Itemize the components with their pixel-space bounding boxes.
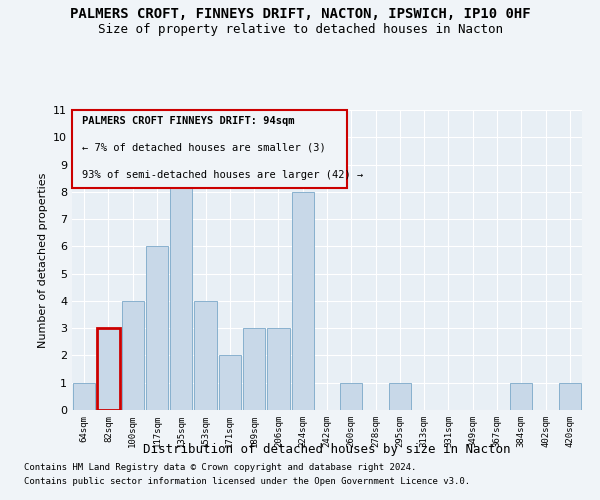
Bar [194, 301, 217, 410]
Bar [559, 382, 581, 410]
Bar [292, 192, 314, 410]
Text: Contains public sector information licensed under the Open Government Licence v3: Contains public sector information licen… [24, 477, 470, 486]
Bar [170, 164, 193, 410]
Bar [389, 382, 411, 410]
Bar [243, 328, 265, 410]
Bar [267, 328, 290, 410]
Text: Distribution of detached houses by size in Nacton: Distribution of detached houses by size … [143, 442, 511, 456]
Text: ← 7% of detached houses are smaller (3): ← 7% of detached houses are smaller (3) [82, 143, 326, 153]
Bar [146, 246, 168, 410]
Text: 93% of semi-detached houses are larger (42) →: 93% of semi-detached houses are larger (… [82, 170, 364, 180]
Bar [340, 382, 362, 410]
Bar [122, 301, 144, 410]
Y-axis label: Number of detached properties: Number of detached properties [38, 172, 47, 348]
Text: PALMERS CROFT FINNEYS DRIFT: 94sqm: PALMERS CROFT FINNEYS DRIFT: 94sqm [82, 116, 295, 126]
Text: Contains HM Land Registry data © Crown copyright and database right 2024.: Contains HM Land Registry data © Crown c… [24, 464, 416, 472]
Text: Size of property relative to detached houses in Nacton: Size of property relative to detached ho… [97, 22, 503, 36]
Bar [218, 356, 241, 410]
Bar [97, 328, 119, 410]
Bar [510, 382, 532, 410]
Bar [73, 382, 95, 410]
FancyBboxPatch shape [72, 110, 347, 188]
Text: PALMERS CROFT, FINNEYS DRIFT, NACTON, IPSWICH, IP10 0HF: PALMERS CROFT, FINNEYS DRIFT, NACTON, IP… [70, 8, 530, 22]
